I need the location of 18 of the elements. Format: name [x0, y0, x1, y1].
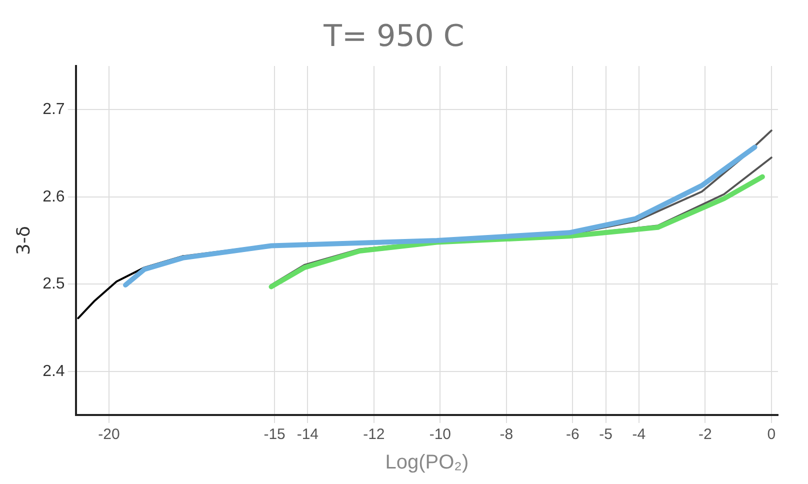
x-tick-label: -15	[264, 426, 286, 444]
y-tick-label: 2.7	[42, 101, 65, 118]
x-tick-label: -20	[98, 426, 120, 444]
x-tick-label: -4	[632, 426, 646, 444]
x-axis-title: Log(PO₂)	[385, 452, 469, 474]
x-tick-label: -8	[500, 426, 514, 444]
y-tick-label: 2.6	[42, 188, 65, 206]
y-tick-label: 2.4	[42, 362, 65, 380]
x-tick-label: -14	[296, 426, 319, 444]
x-tick-label: -10	[429, 426, 452, 444]
x-tick-label: -12	[363, 426, 385, 444]
y-tick-label: 2.5	[42, 276, 65, 293]
x-tick-label: -5	[599, 426, 612, 444]
x-tick-label: 0	[767, 426, 776, 444]
chart-title: T= 950 C	[322, 18, 464, 54]
x-tick-label: -6	[566, 426, 580, 444]
y-axis-title: 3-δ	[13, 226, 34, 255]
x-tick-label: -2	[698, 426, 712, 444]
